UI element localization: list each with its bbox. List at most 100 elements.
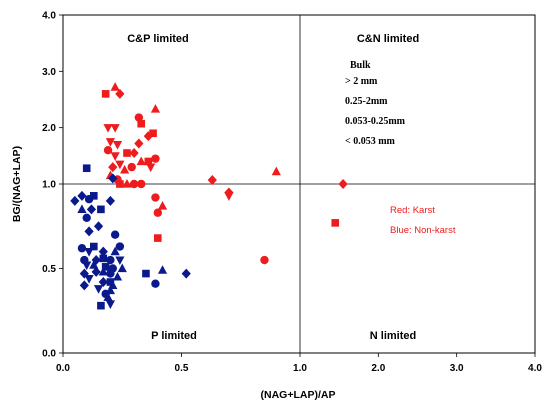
data-point-square	[116, 180, 124, 188]
data-point-diamond	[70, 195, 80, 206]
data-point-square	[82, 164, 91, 173]
data-point-diamond	[98, 277, 108, 288]
data-point-triangle-down	[93, 285, 104, 294]
data-point-circle	[134, 113, 144, 122]
data-point-diamond	[207, 175, 217, 186]
x-tick-label: 3.0	[450, 363, 464, 374]
y-axis-title: BG/(NAG+LAP)	[11, 146, 23, 222]
data-point-circle	[115, 242, 125, 251]
data-point-square	[142, 269, 150, 278]
x-tick-label: 0.5	[175, 363, 189, 374]
data-point-triangle	[117, 263, 127, 273]
x-tick-label: 4.0	[528, 363, 542, 374]
data-point-diamond	[93, 221, 104, 232]
data-point-triangle	[98, 266, 108, 276]
data-point-square	[144, 157, 153, 166]
data-point-square	[90, 242, 98, 251]
data-point-triangle	[157, 265, 168, 274]
data-point-diamond	[79, 280, 89, 291]
data-point-circle	[106, 269, 115, 278]
data-point-diamond	[338, 179, 348, 189]
data-point-triangle-down	[146, 163, 156, 173]
data-point-circle	[103, 146, 113, 155]
data-point-diamond	[86, 204, 97, 215]
data-point-diamond	[84, 226, 94, 237]
data-point-diamond	[134, 138, 144, 149]
y-tick-label: 0.5	[42, 264, 56, 275]
data-point-square	[123, 149, 131, 157]
data-point-square	[99, 254, 108, 263]
data-point-triangle	[110, 246, 120, 256]
data-point-triangle-down	[110, 152, 120, 161]
data-point-square	[149, 129, 157, 138]
data-point-diamond	[105, 195, 115, 206]
data-point-triangle-down	[224, 192, 234, 201]
legend-item: > 2 mm	[345, 76, 378, 87]
data-point-triangle-down	[84, 275, 94, 284]
data-point-diamond	[129, 148, 139, 159]
legend-title: Bulk	[350, 60, 371, 71]
data-point-diamond	[108, 173, 118, 184]
data-point-square	[331, 219, 340, 227]
data-point-triangle	[103, 292, 113, 301]
data-point-diamond	[77, 190, 87, 201]
data-point-diamond	[91, 266, 101, 277]
data-point-circle	[129, 179, 139, 189]
data-point-circle	[137, 179, 146, 189]
data-point-triangle-down	[110, 124, 120, 133]
legend-item: 0.25-2mm	[345, 96, 388, 107]
data-point-circle	[127, 162, 136, 172]
x-ticks: 0.0 0.5 1.0 2.0 3.0 4.0	[56, 353, 542, 374]
data-point-triangle	[157, 200, 168, 210]
y-tick-label: 2.0	[42, 123, 56, 134]
color-note-non-karst: Blue: Non-karst	[390, 225, 456, 236]
data-point-triangle-down	[112, 140, 123, 150]
data-point-triangle	[136, 156, 146, 166]
x-tick-label: 0.0	[56, 363, 70, 374]
quadrant-label-bottom-left: P limited	[151, 330, 197, 342]
x-tick-label: 1.0	[293, 363, 307, 374]
data-point-circle	[151, 279, 160, 288]
data-point-triangle-down	[82, 261, 92, 271]
data-point-triangle	[122, 179, 132, 188]
data-point-square	[101, 90, 110, 98]
data-points	[70, 82, 348, 310]
data-point-square	[137, 119, 146, 128]
y-tick-label: 3.0	[42, 67, 56, 78]
y-tick-label: 0.0	[42, 349, 56, 360]
data-point-square	[154, 234, 162, 242]
data-point-triangle	[120, 164, 130, 174]
legend-item: < 0.053 mm	[345, 136, 396, 147]
y-ticks: 0.0 0.5 1.0 2.0 3.0 4.0	[42, 11, 63, 360]
y-tick-label: 4.0	[42, 11, 56, 22]
data-point-diamond	[79, 268, 89, 279]
data-point-triangle-down	[105, 138, 115, 147]
data-point-square	[97, 301, 105, 310]
data-point-triangle	[112, 271, 123, 281]
data-point-triangle	[89, 260, 99, 269]
color-note-karst: Red: Karst	[390, 205, 435, 216]
data-point-diamond	[98, 246, 108, 257]
x-axis-title: (NAG+LAP)/AP	[261, 389, 336, 401]
data-point-circle	[77, 244, 87, 253]
data-point-circle	[106, 255, 115, 265]
quadrant-label-bottom-right: N limited	[370, 330, 416, 342]
quadrant-label-top-left: C&P limited	[127, 33, 189, 45]
data-point-square	[90, 192, 98, 200]
data-point-triangle-down	[84, 248, 94, 257]
data-point-triangle-down	[115, 160, 125, 170]
data-point-square	[97, 205, 105, 214]
y-tick-label: 1.0	[42, 180, 56, 191]
data-point-circle	[260, 255, 269, 265]
data-point-square	[101, 263, 110, 271]
data-point-circle	[151, 193, 160, 202]
data-point-triangle-down	[115, 256, 125, 266]
data-point-diamond	[108, 162, 118, 173]
data-point-triangle-down	[103, 124, 113, 133]
data-point-triangle	[110, 82, 120, 91]
data-point-circle	[110, 230, 120, 239]
data-point-triangle	[77, 204, 87, 213]
quadrant-label-top-right: C&N limited	[357, 33, 419, 45]
data-point-diamond	[181, 268, 191, 279]
